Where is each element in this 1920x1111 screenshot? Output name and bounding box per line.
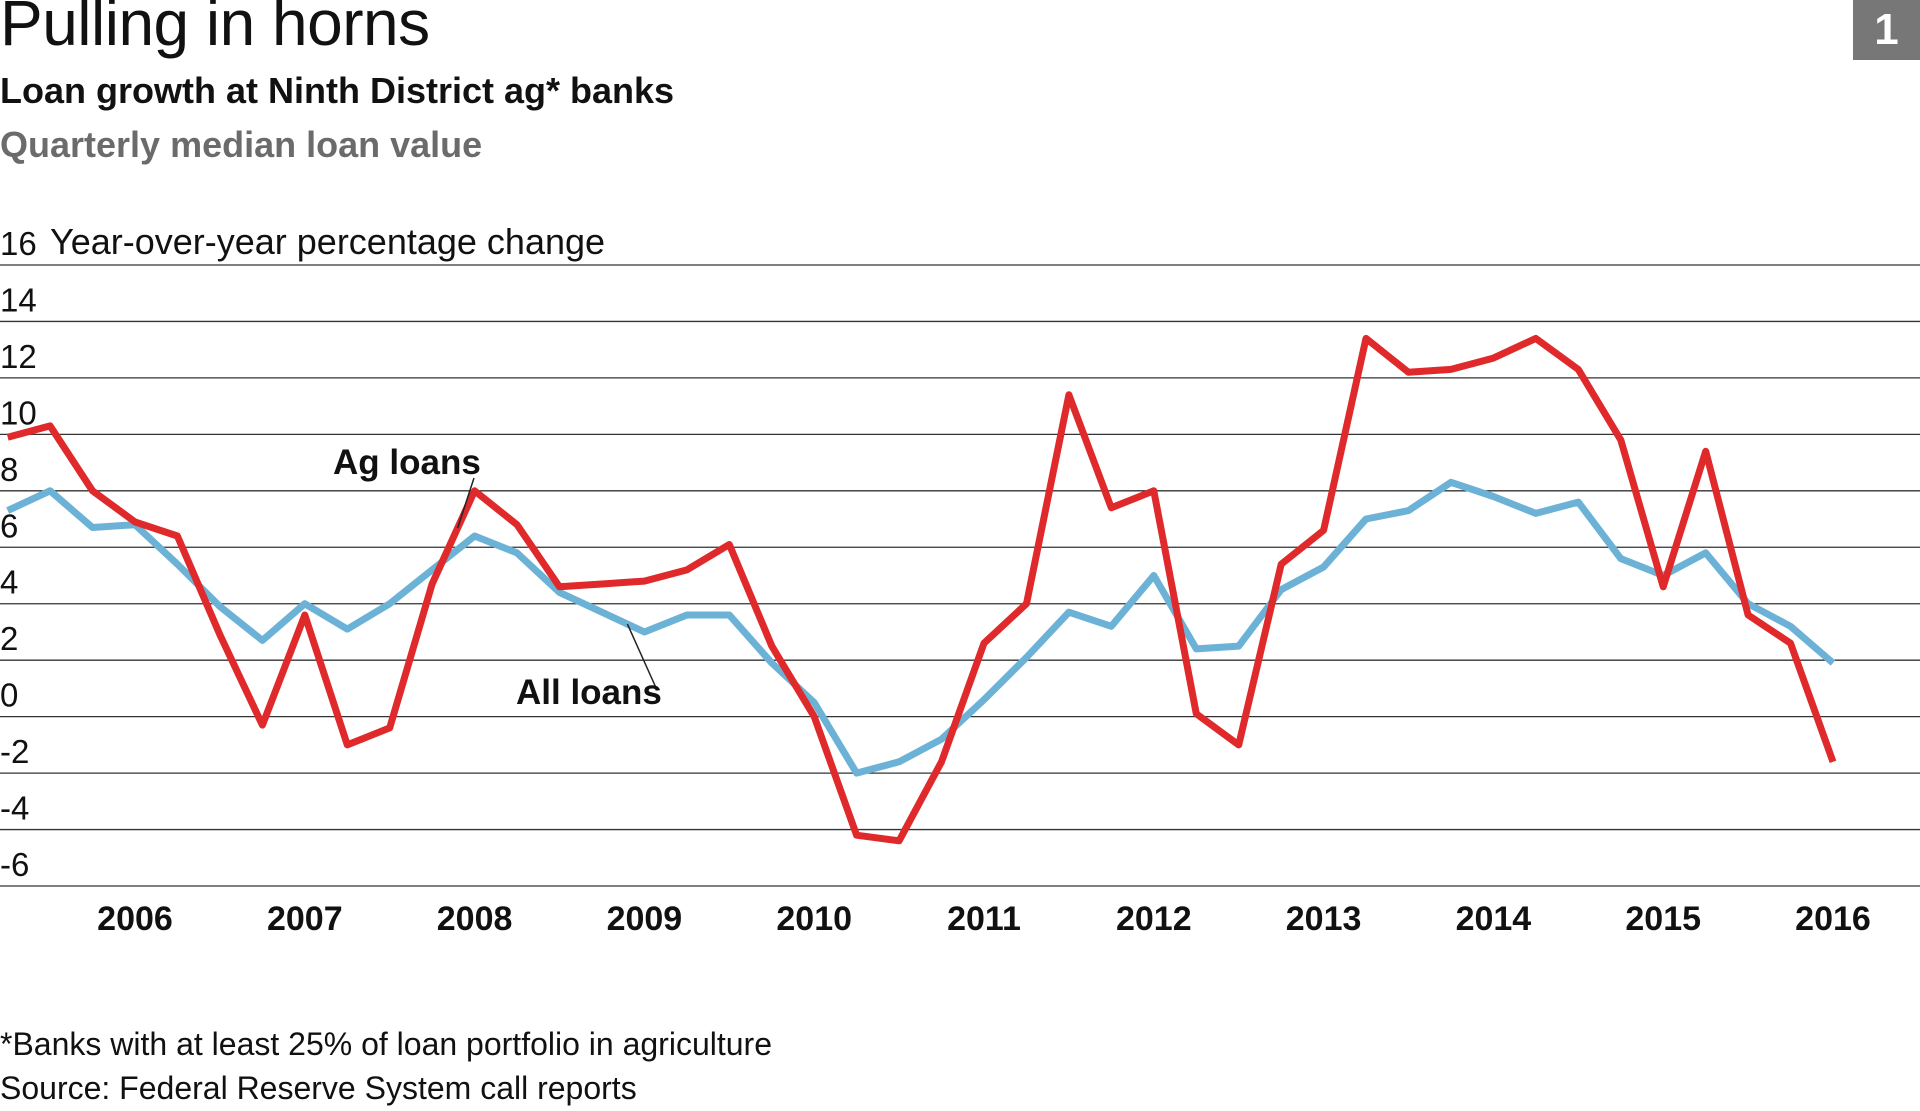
x-tick-label: 2009 (607, 900, 683, 938)
x-tick-label: 2006 (97, 900, 173, 938)
x-tick-label: 2008 (437, 900, 513, 938)
x-tick-label: 2015 (1625, 900, 1701, 938)
x-tick-label: 2013 (1286, 900, 1362, 938)
y-tick-label: 10 (0, 394, 37, 431)
y-tick-label: -6 (0, 846, 29, 883)
y-tick-label: -4 (0, 790, 29, 827)
footnote: *Banks with at least 25% of loan portfol… (0, 1026, 772, 1062)
y-tick-label: 6 (0, 507, 18, 544)
chart-title: Pulling in horns (0, 0, 430, 59)
y-tick-label: 2 (0, 620, 18, 657)
y-axis-ticks: 16 14 12 10 8 6 4 2 0 -2 -4 -6 (0, 225, 37, 883)
x-tick-label: 2012 (1116, 900, 1192, 938)
grid-lines (0, 264, 1920, 887)
x-tick-label: 2007 (267, 900, 343, 938)
series-annotation-all-loans: All loans (516, 673, 662, 712)
chart-subsubtitle: Quarterly median loan value (0, 124, 483, 165)
y-tick-label: 0 (0, 677, 18, 714)
annotation-leader-line (456, 477, 475, 529)
annotation-leader-line (626, 623, 658, 691)
y-axis-label: Year-over-year percentage change (50, 221, 605, 262)
y-tick-label: 8 (0, 451, 18, 488)
x-tick-label: 2011 (947, 900, 1021, 938)
figure-number-badge: 1 (1853, 0, 1920, 60)
y-tick-label: 4 (0, 564, 18, 601)
x-tick-label: 2010 (776, 900, 852, 938)
x-axis-ticks: 2006 2007 2008 2009 2010 2011 2012 2013 2014 2015… (97, 900, 1871, 938)
series-lines (6, 334, 1837, 845)
source-note: Source: Federal Reserve System call repo… (0, 1070, 637, 1106)
series-annotations: Ag loans All loans (333, 443, 662, 712)
x-tick-label: 2014 (1456, 900, 1532, 938)
y-tick-label: 14 (0, 281, 37, 318)
y-tick-label: -2 (0, 733, 29, 770)
x-tick-label: 2016 (1795, 900, 1871, 938)
chart-subtitle: Loan growth at Ninth District ag* banks (0, 70, 675, 111)
y-tick-label: 16 (0, 225, 37, 262)
y-tick-label: 12 (0, 338, 37, 375)
series-annotation-ag-loans: Ag loans (333, 443, 481, 482)
series-line-ag-loans (6, 334, 1837, 845)
series-line-all-loans (6, 478, 1836, 777)
